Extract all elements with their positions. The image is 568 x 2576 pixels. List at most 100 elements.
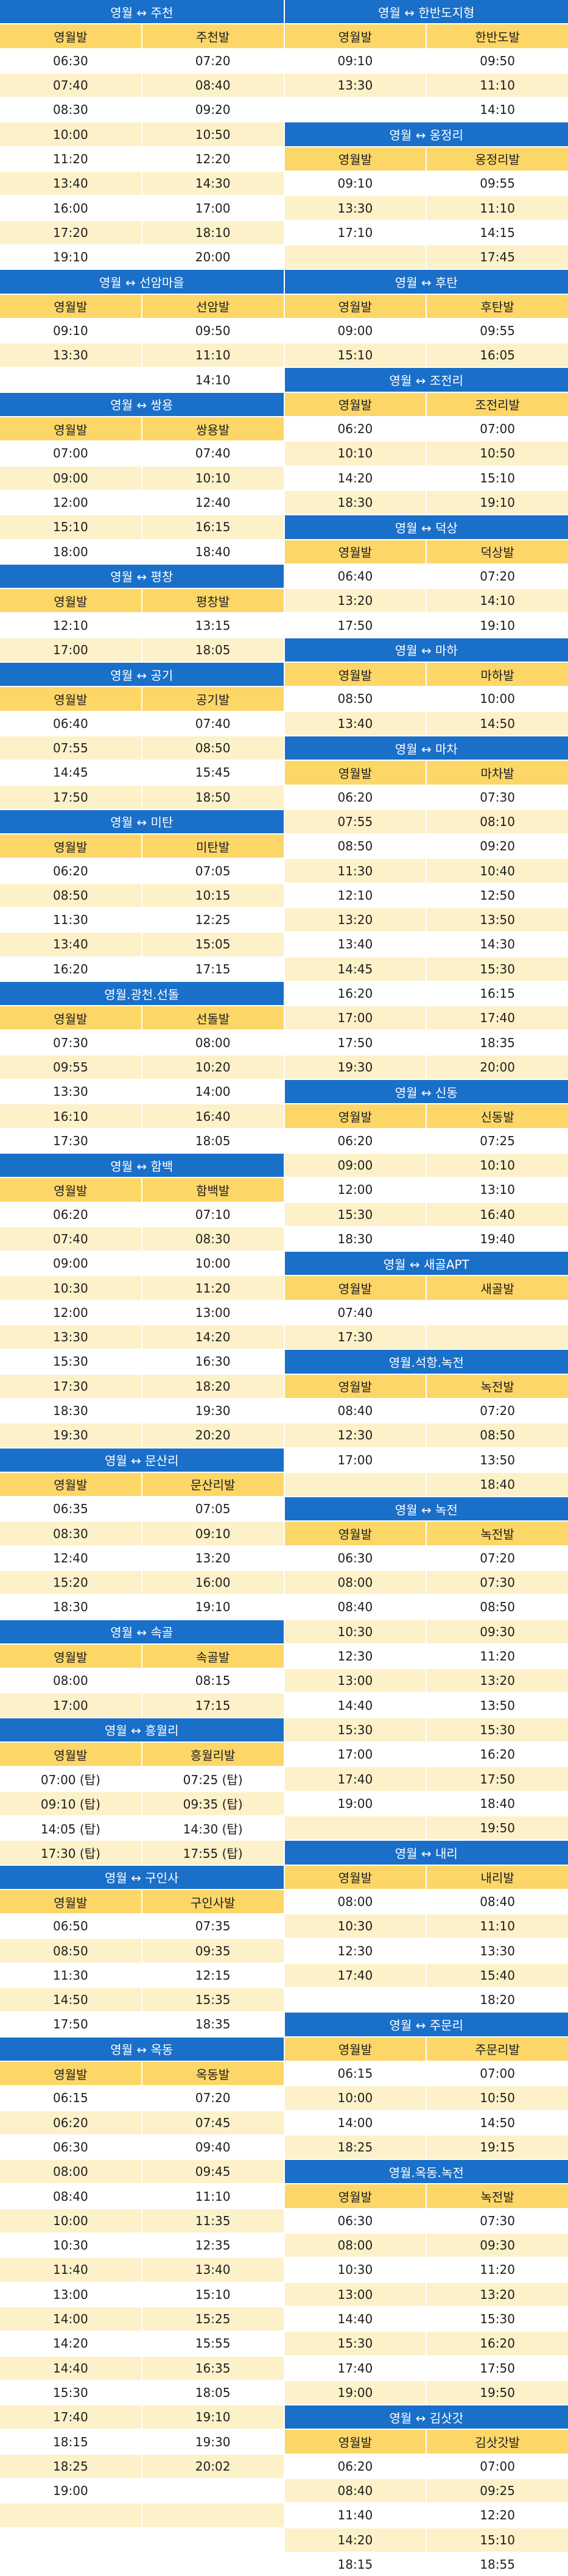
departure-time: 14:05 (탑) xyxy=(0,1816,141,1840)
departure-time: 17:30 xyxy=(0,1375,141,1398)
return-time: 10:40 xyxy=(427,859,568,882)
route-title: 영월 ↔ 선암마을 xyxy=(0,270,284,293)
departure-time: 17:00 xyxy=(285,1743,426,1766)
return-header: 녹전발 xyxy=(427,2184,568,2207)
departure-time: 11:40 xyxy=(0,2258,141,2281)
departure-time: 17:50 xyxy=(0,2013,141,2036)
return-time: 10:00 xyxy=(142,1252,284,1275)
departure-time: 06:30 xyxy=(285,1547,426,1570)
departure-time: 06:20 xyxy=(285,1129,426,1152)
route-title: 영월 ↔ 미탄 xyxy=(0,810,284,833)
departure-time: 18:30 xyxy=(0,1399,141,1422)
return-header: 흥월리발 xyxy=(142,1743,284,1766)
return-header: 마차발 xyxy=(427,761,568,784)
schedule-row: 09:10 (탑)09:35 (탑) xyxy=(0,1792,284,1815)
return-time: 12:40 xyxy=(142,491,284,514)
departure-time: 12:30 xyxy=(285,1645,426,1668)
departure-header: 영월발 xyxy=(0,1890,141,1913)
departure-header: 영월발 xyxy=(285,2184,426,2207)
departure-time: 15:20 xyxy=(0,1571,141,1594)
route-title: 영월 ↔ 마하 xyxy=(285,638,568,662)
return-time: 16:15 xyxy=(427,982,568,1005)
return-time: 09:45 xyxy=(142,2160,284,2183)
schedule-row: 14:10 xyxy=(0,368,284,391)
departure-time: 12:00 xyxy=(0,491,141,514)
departure-time: 17:30 (탑) xyxy=(0,1841,141,1864)
departure-time: 06:20 xyxy=(285,417,426,440)
departure-time: 08:40 xyxy=(285,1399,426,1422)
return-time: 10:15 xyxy=(142,884,284,907)
departure-time: 08:40 xyxy=(0,2184,141,2207)
return-time: 12:25 xyxy=(142,908,284,931)
return-time: 08:40 xyxy=(142,74,284,97)
return-time: 13:10 xyxy=(427,1178,568,1201)
return-time: 14:15 xyxy=(427,221,568,244)
return-time: 14:20 xyxy=(142,1325,284,1349)
departure-time: 09:00 xyxy=(0,1252,141,1275)
return-header: 쌍용발 xyxy=(142,417,284,440)
return-time: 18:05 xyxy=(142,2381,284,2404)
departure-time: 08:30 xyxy=(0,98,141,121)
return-time: 10:20 xyxy=(142,1056,284,1079)
return-time: 16:35 xyxy=(142,2357,284,2380)
return-time: 10:00 xyxy=(427,687,568,710)
return-header: 선돌발 xyxy=(142,1006,284,1029)
return-time: 07:25 (탑) xyxy=(142,1767,284,1790)
return-header: 새골발 xyxy=(427,1276,568,1299)
departure-header: 영월발 xyxy=(0,589,141,612)
return-header: 공기발 xyxy=(142,687,284,710)
departure-time: 18:25 xyxy=(0,2455,141,2478)
departure-header: 영월발 xyxy=(285,1375,426,1398)
departure-header: 영월발 xyxy=(285,663,426,686)
return-time: 09:20 xyxy=(427,835,568,858)
departure-time: 09:10 xyxy=(285,49,426,72)
return-time: 19:10 xyxy=(142,1595,284,1618)
departure-time: 07:30 xyxy=(0,1031,141,1054)
return-time: 09:50 xyxy=(142,319,284,342)
return-header: 한반도발 xyxy=(427,24,568,48)
departure-time xyxy=(285,98,426,121)
schedule-row: 14:05 (탑)14:30 (탑) xyxy=(0,1816,284,1840)
return-time: 07:40 xyxy=(142,442,284,465)
departure-header: 영월발 xyxy=(0,295,141,318)
route-title: 영월 ↔ 옥동 xyxy=(0,2038,284,2061)
